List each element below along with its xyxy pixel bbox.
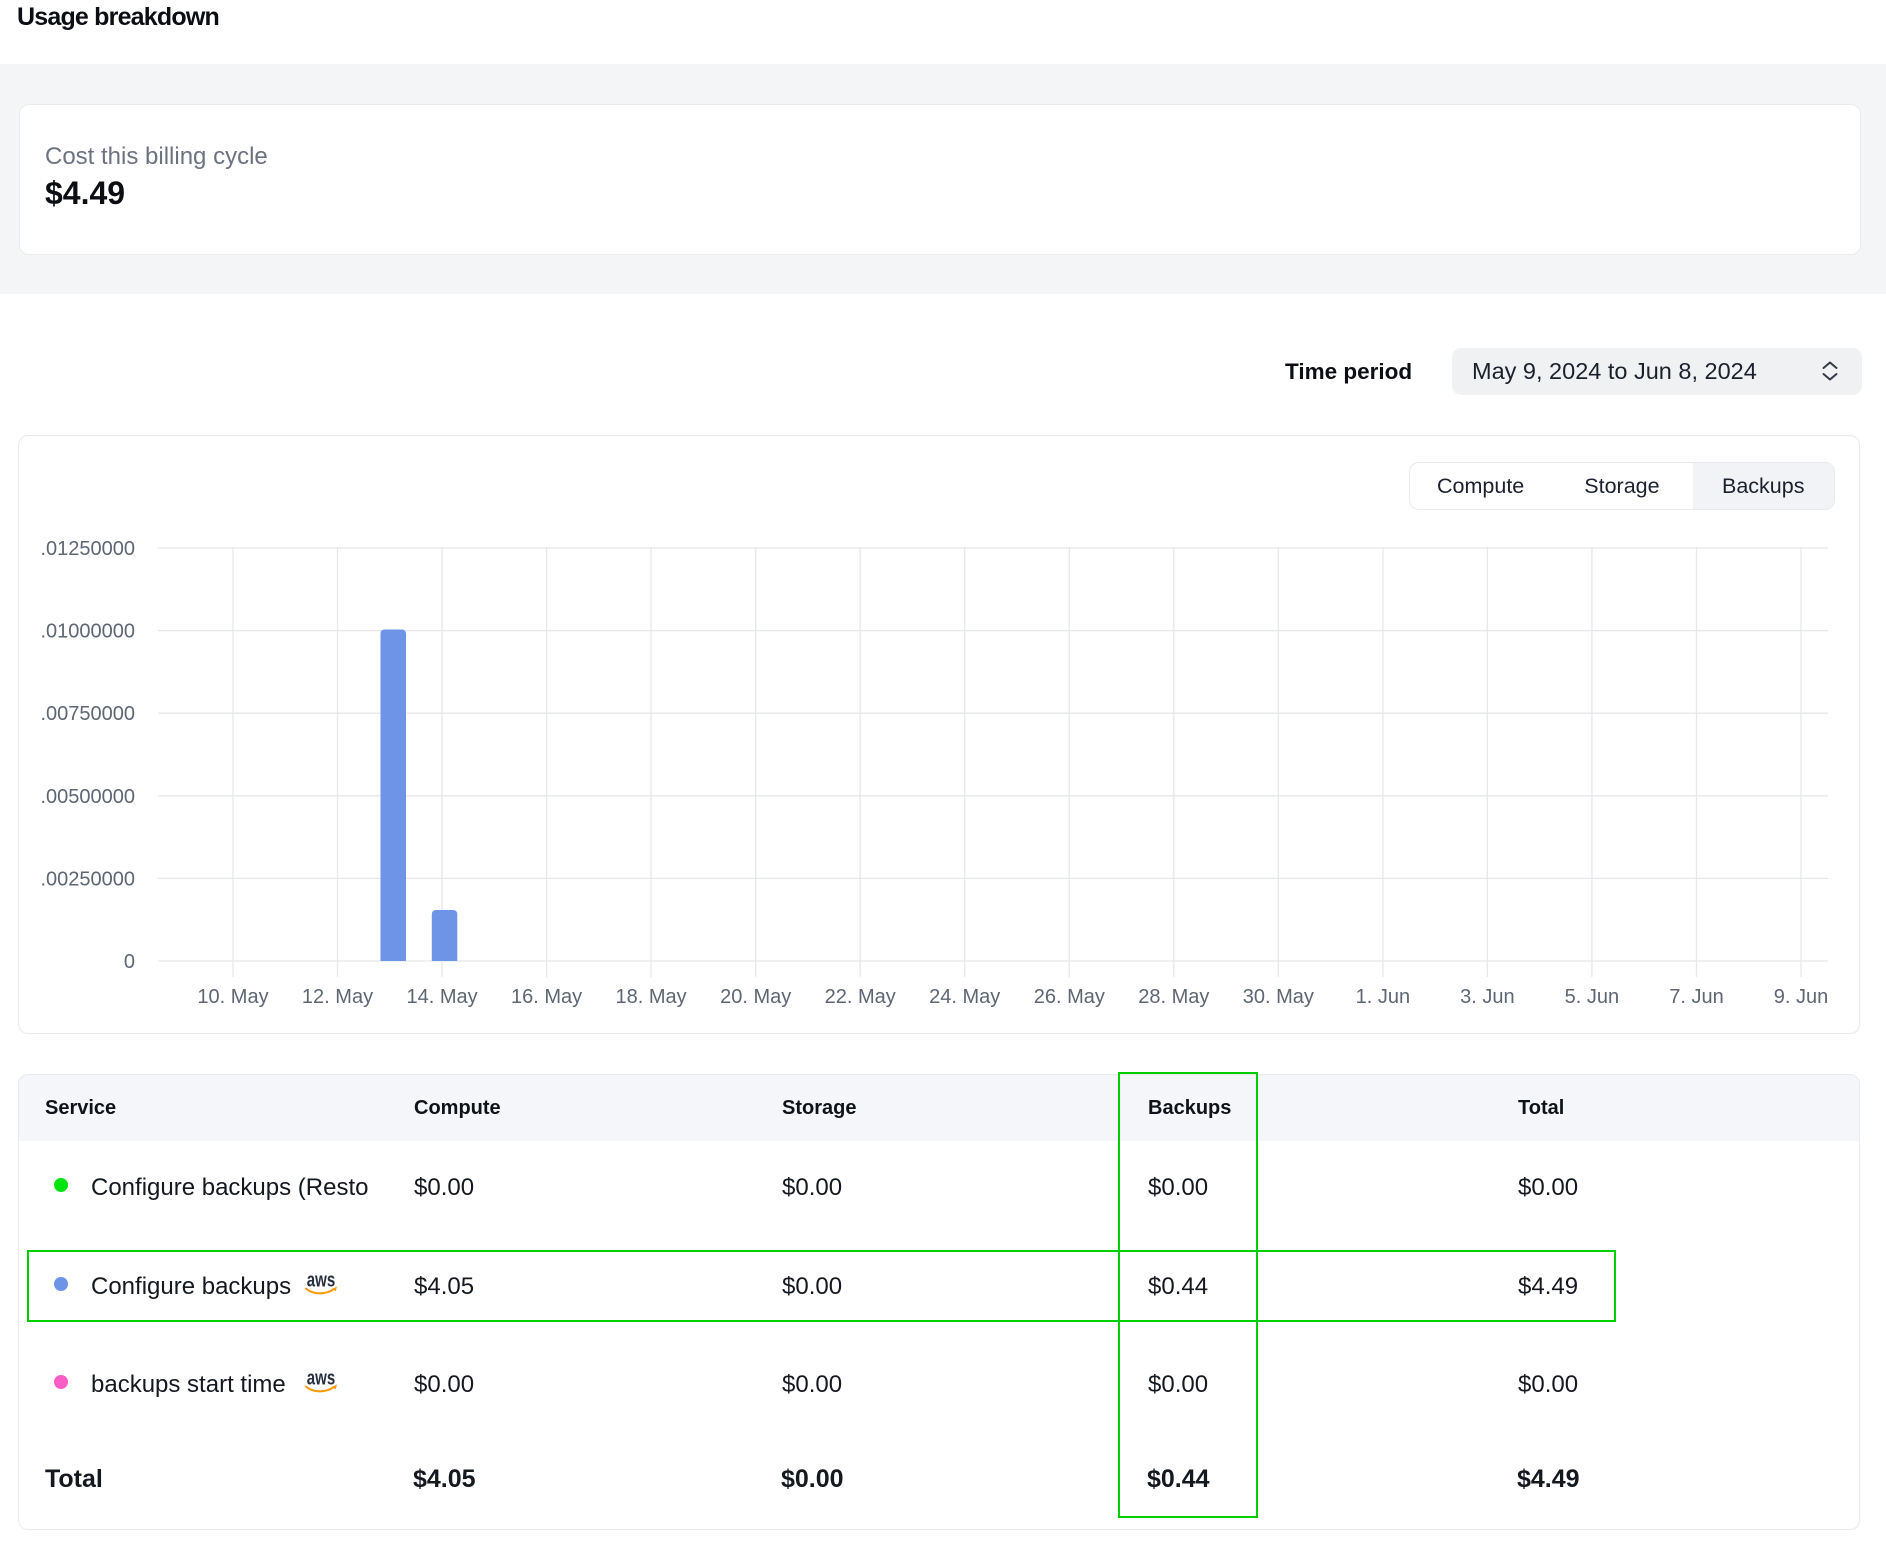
svg-text:24. May: 24. May: [929, 986, 1000, 1008]
svg-text:10. May: 10. May: [197, 986, 268, 1008]
svg-text:.00250000: .00250000: [40, 868, 135, 890]
svg-text:3. Jun: 3. Jun: [1460, 986, 1514, 1008]
svg-text:22. May: 22. May: [825, 986, 896, 1008]
svg-text:aws: aws: [307, 1274, 335, 1291]
svg-text:.01000000: .01000000: [40, 621, 135, 643]
svg-text:18. May: 18. May: [616, 986, 687, 1008]
svg-text:16. May: 16. May: [511, 986, 582, 1008]
svg-text:12. May: 12. May: [302, 986, 373, 1008]
svg-text:.00750000: .00750000: [40, 703, 135, 725]
svg-text:20. May: 20. May: [720, 986, 791, 1008]
svg-text:0: 0: [124, 951, 135, 973]
svg-text:26. May: 26. May: [1034, 986, 1105, 1008]
svg-text:30. May: 30. May: [1243, 986, 1314, 1008]
svg-text:.01250000: .01250000: [40, 538, 135, 560]
svg-text:28. May: 28. May: [1138, 986, 1209, 1008]
svg-text:14. May: 14. May: [407, 986, 478, 1008]
svg-text:9. Jun: 9. Jun: [1774, 986, 1828, 1008]
svg-text:aws: aws: [307, 1372, 335, 1389]
svg-text:.00500000: .00500000: [40, 786, 135, 808]
svg-text:5. Jun: 5. Jun: [1565, 986, 1619, 1008]
svg-text:7. Jun: 7. Jun: [1669, 986, 1723, 1008]
svg-text:1. Jun: 1. Jun: [1356, 986, 1410, 1008]
